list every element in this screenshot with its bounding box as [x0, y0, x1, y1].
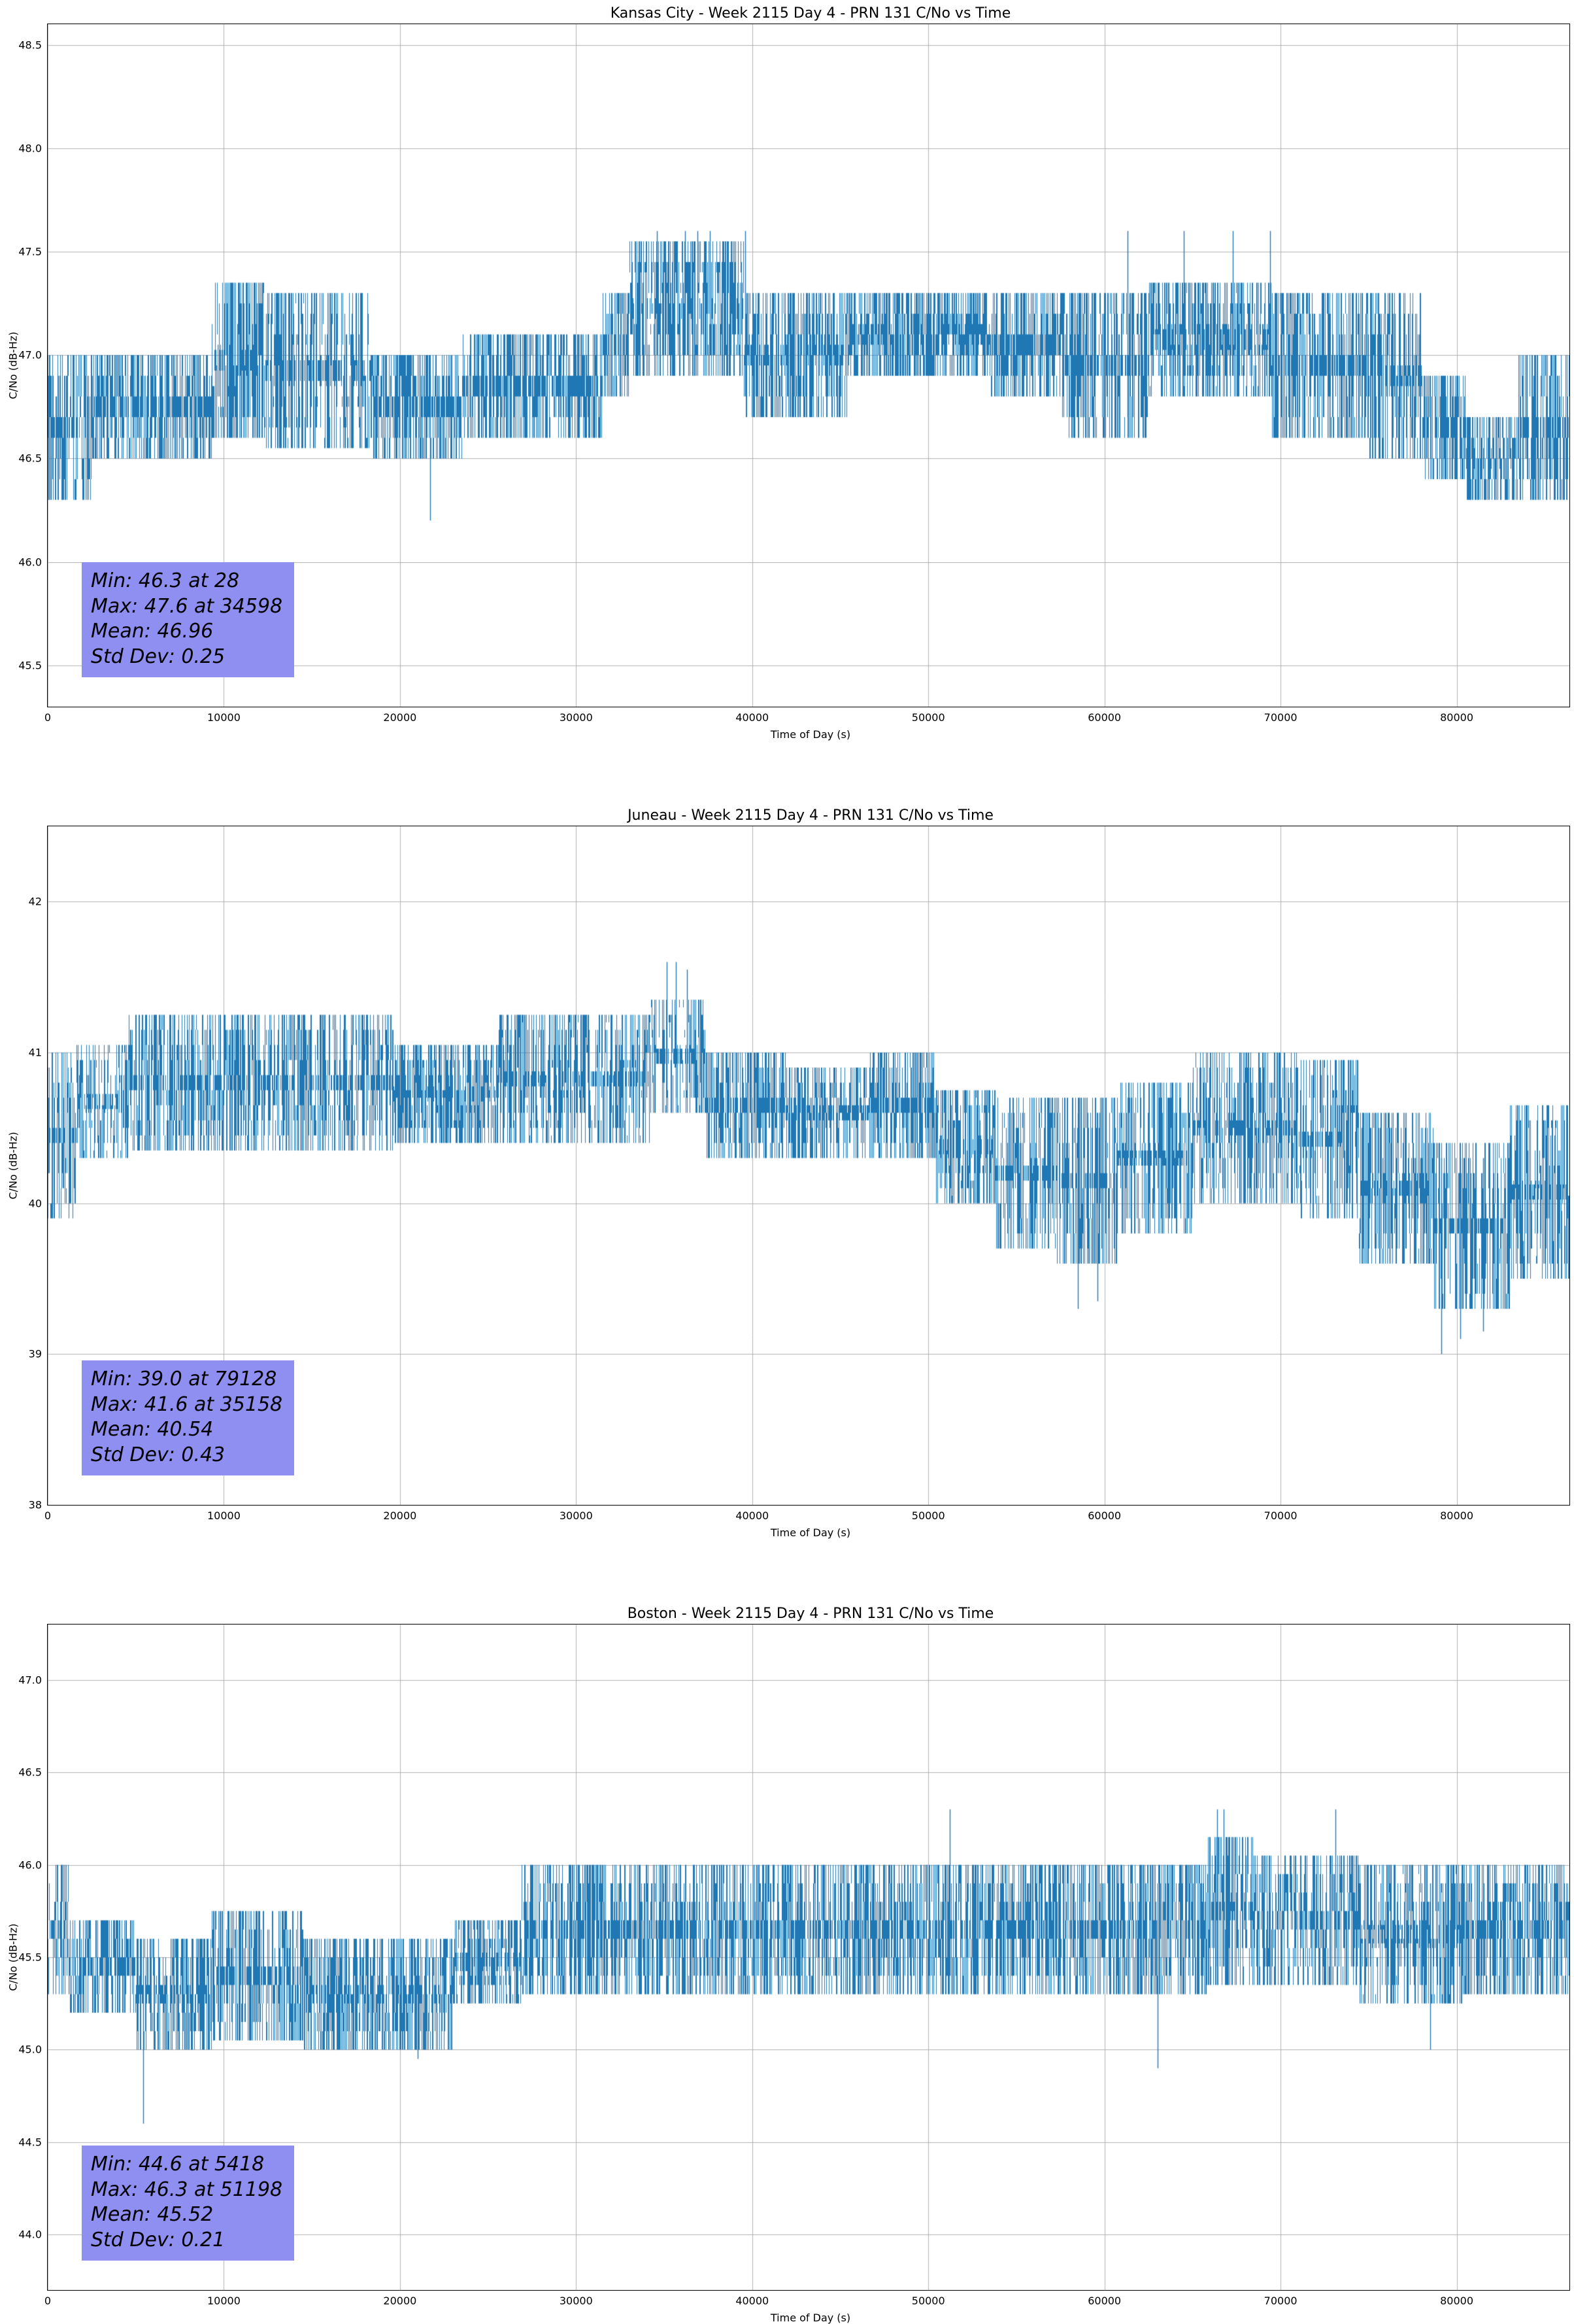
plot-row: C/No (dB-Hz) Min: 39.0 at 79128 Max: 41.… — [7, 826, 1570, 1522]
y-tick-label: 46.5 — [18, 1766, 42, 1779]
x-tick-label: 0 — [44, 2295, 52, 2307]
x-axis-label: Time of Day (s) — [770, 1526, 851, 1539]
x-tick-label: 10000 — [207, 1509, 241, 1522]
stat-mean: Mean: 45.52 — [91, 2203, 214, 2227]
chart-canvas — [48, 24, 1569, 707]
x-tick-label: 20000 — [383, 2295, 417, 2307]
x-tick-label: 80000 — [1440, 1509, 1473, 1522]
stat-std: Std Dev: 0.25 — [91, 645, 226, 668]
figure-kansas-city: Kansas City - Week 2115 Day 4 - PRN 131 … — [0, 4, 1574, 741]
x-tick-label: 40000 — [735, 2295, 769, 2307]
y-tick-label: 38 — [28, 1498, 42, 1511]
stats-annotation: Min: 46.3 at 28 Max: 47.6 at 34598 Mean:… — [82, 562, 295, 677]
x-tick-label: 70000 — [1264, 1509, 1298, 1522]
y-tick-label: 45.0 — [18, 2043, 42, 2056]
x-tick-label: 50000 — [911, 1509, 945, 1522]
x-tick-label: 60000 — [1088, 2295, 1122, 2307]
y-tick-label: 45.5 — [18, 1951, 42, 1964]
y-tick-label: 46.5 — [18, 452, 42, 465]
x-axis-label: Time of Day (s) — [770, 728, 851, 741]
x-tick-label: 70000 — [1264, 2295, 1298, 2307]
x-tick-label: 10000 — [207, 2295, 241, 2307]
stat-max: Max: 47.6 at 34598 — [91, 594, 283, 618]
x-tick-label: 10000 — [207, 711, 241, 724]
x-tick-label: 50000 — [911, 711, 945, 724]
stat-max: Max: 46.3 at 51198 — [91, 2178, 283, 2201]
x-tick-label: 20000 — [383, 711, 417, 724]
plot-area: Min: 39.0 at 79128 Max: 41.6 at 35158 Me… — [29, 826, 1570, 1522]
stat-std: Std Dev: 0.21 — [91, 2228, 226, 2251]
x-tick-label: 20000 — [383, 1509, 417, 1522]
x-tick-label: 80000 — [1440, 2295, 1473, 2307]
x-tick-label: 0 — [44, 711, 52, 724]
chart-canvas — [48, 1625, 1569, 2290]
y-tick-label: 42 — [28, 895, 42, 908]
y-tick-label: 47.5 — [18, 245, 42, 258]
x-tick-label: 80000 — [1440, 711, 1473, 724]
plot-area: Min: 46.3 at 28 Max: 47.6 at 34598 Mean:… — [18, 24, 1570, 724]
stat-max: Max: 41.6 at 35158 — [91, 1392, 283, 1416]
y-tick-label: 45.5 — [18, 659, 42, 672]
y-tick-label: 46.0 — [18, 1859, 42, 1872]
y-tick-label: 47.0 — [18, 1674, 42, 1687]
plot-area: Min: 44.6 at 5418 Max: 46.3 at 51198 Mea… — [18, 1624, 1570, 2307]
x-tick-label: 60000 — [1088, 711, 1122, 724]
stat-min: Min: 44.6 at 5418 — [91, 2153, 265, 2176]
y-axis-label: C/No (dB-Hz) — [7, 331, 20, 399]
stats-annotation: Min: 44.6 at 5418 Max: 46.3 at 51198 Mea… — [82, 2146, 295, 2261]
x-tick-label: 70000 — [1264, 711, 1298, 724]
chart-title: Juneau - Week 2115 Day 4 - PRN 131 C/No … — [628, 807, 994, 824]
x-tick-label: 30000 — [559, 1509, 593, 1522]
x-tick-label: 30000 — [559, 711, 593, 724]
y-tick-label: 40 — [28, 1197, 42, 1210]
x-tick-label: 60000 — [1088, 1509, 1122, 1522]
y-tick-label: 47.0 — [18, 348, 42, 362]
chart-title: Boston - Week 2115 Day 4 - PRN 131 C/No … — [627, 1606, 994, 1622]
stats-annotation: Min: 39.0 at 79128 Max: 41.6 at 35158 Me… — [82, 1360, 295, 1475]
x-tick-label: 30000 — [559, 2295, 593, 2307]
x-tick-label: 50000 — [911, 2295, 945, 2307]
stat-min: Min: 46.3 at 28 — [91, 569, 240, 593]
stat-mean: Mean: 40.54 — [91, 1418, 214, 1441]
y-tick-label: 44.0 — [18, 2228, 42, 2241]
y-axis-label: C/No (dB-Hz) — [7, 1132, 20, 1200]
figure-juneau: Juneau - Week 2115 Day 4 - PRN 131 C/No … — [0, 806, 1574, 1539]
x-tick-label: 40000 — [735, 1509, 769, 1522]
figure-boston: Boston - Week 2115 Day 4 - PRN 131 C/No … — [0, 1604, 1574, 2324]
y-tick-label: 48.0 — [18, 142, 42, 155]
y-tick-label: 48.5 — [18, 39, 42, 52]
x-tick-label: 40000 — [735, 711, 769, 724]
y-tick-label: 46.0 — [18, 556, 42, 569]
y-axis-label: C/No (dB-Hz) — [7, 1923, 20, 1991]
stat-std: Std Dev: 0.43 — [91, 1443, 226, 1466]
x-tick-label: 0 — [44, 1509, 52, 1522]
y-tick-label: 44.5 — [18, 2136, 42, 2149]
x-axis-label: Time of Day (s) — [770, 2312, 851, 2324]
chart-title: Kansas City - Week 2115 Day 4 - PRN 131 … — [610, 5, 1011, 22]
y-tick-label: 41 — [28, 1046, 42, 1059]
chart-canvas — [48, 826, 1569, 1505]
stat-mean: Mean: 46.96 — [91, 620, 214, 643]
stat-min: Min: 39.0 at 79128 — [91, 1368, 277, 1391]
plot-row: C/No (dB-Hz) Min: 44.6 at 5418 Max: 46.3… — [7, 1624, 1570, 2307]
y-tick-label: 39 — [28, 1347, 42, 1360]
plot-row: C/No (dB-Hz) Min: 46.3 at 28 Max: 47.6 a… — [7, 24, 1570, 724]
